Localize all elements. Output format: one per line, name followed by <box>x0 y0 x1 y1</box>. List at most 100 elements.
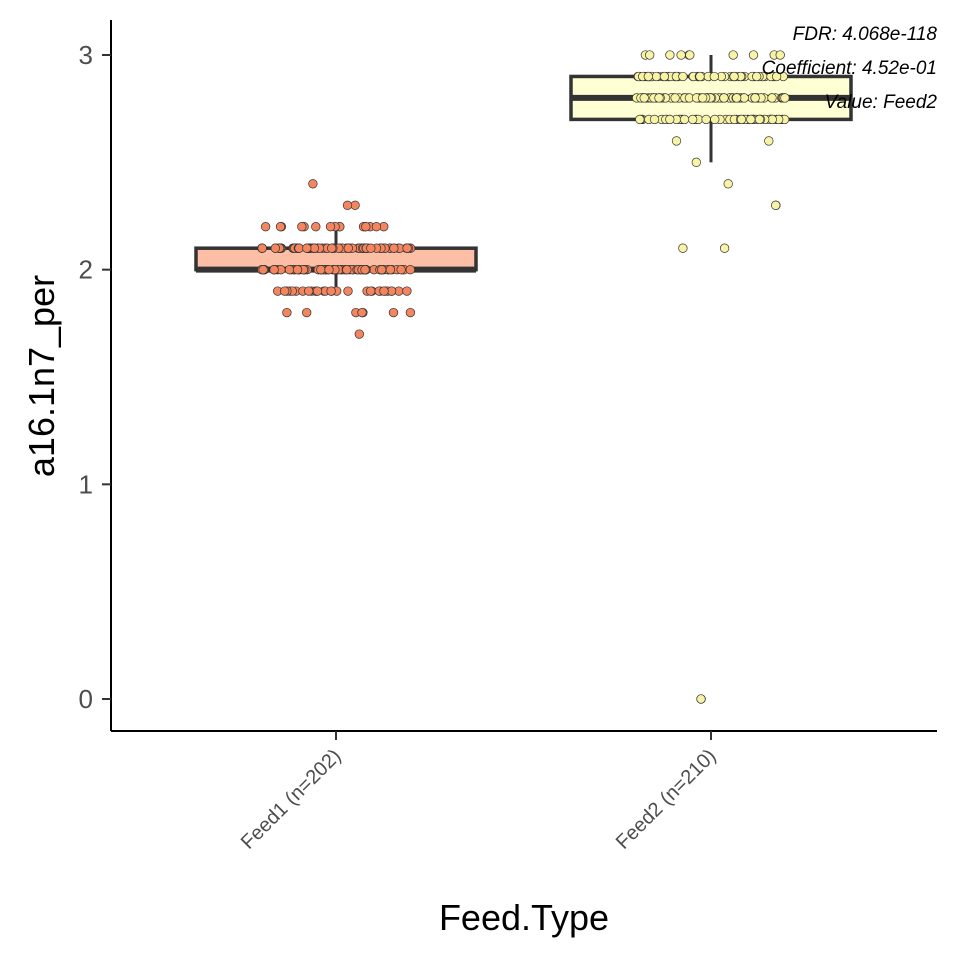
group-2-point <box>750 93 760 103</box>
group-2-point <box>639 93 649 103</box>
point-layer <box>257 50 790 704</box>
group-1-point <box>405 265 415 275</box>
group-1-point <box>343 243 353 253</box>
group-2-point <box>752 71 762 82</box>
group-2-point <box>709 71 719 82</box>
group-1-point <box>357 307 367 318</box>
group-2-point <box>748 50 759 60</box>
group-2-point <box>780 93 790 103</box>
group-1-point <box>280 286 290 296</box>
group-2-point <box>771 200 781 210</box>
group-2-point <box>649 114 660 125</box>
group-1-point <box>366 243 376 253</box>
group-1-point <box>342 200 353 210</box>
group-2-point <box>696 694 706 704</box>
group-1-point <box>260 222 271 232</box>
group-1-point <box>402 243 412 253</box>
group-1-point <box>354 329 364 339</box>
group-1-point <box>396 265 406 275</box>
group-1-point <box>377 265 387 275</box>
group-1-point <box>388 307 399 318</box>
group-1-point <box>270 243 280 253</box>
group-1-point <box>308 179 318 189</box>
group-1-point <box>342 265 352 275</box>
group-1-point <box>258 265 268 275</box>
y-tick-label: 0 <box>79 684 93 714</box>
group-1-point <box>361 222 371 232</box>
group-2-point <box>695 71 705 82</box>
group-2-point <box>678 71 688 82</box>
group-2-point <box>679 114 690 125</box>
group-2-point <box>659 71 670 82</box>
group-2-point <box>729 71 739 82</box>
group-2-point <box>710 114 720 125</box>
annotation-value: Value: Feed2 <box>825 92 938 113</box>
group-1-point <box>405 307 416 318</box>
group-1-point <box>343 286 353 296</box>
group-1-point <box>366 286 376 296</box>
group-1-point <box>269 265 279 275</box>
x-axis-title: Feed.Type <box>439 897 609 938</box>
group-1-point <box>302 307 312 318</box>
group-1-point <box>402 286 412 296</box>
x-tick-label: Feed1 (n=202) <box>237 745 346 854</box>
group-1-point <box>325 222 336 232</box>
group-1-point <box>379 286 389 296</box>
group-2-point <box>746 114 756 125</box>
group-1-point <box>389 243 399 253</box>
group-1-point <box>327 243 337 253</box>
y-axis-title: a16.1n7_per <box>21 275 62 477</box>
group-1-point <box>326 286 336 296</box>
group-2-point <box>670 93 680 103</box>
group-2-point <box>767 93 777 103</box>
box-layer <box>194 55 853 292</box>
group-1-point <box>297 222 307 232</box>
group-2-point <box>698 93 708 103</box>
y-tick-label: 3 <box>79 40 93 70</box>
group-2-point <box>754 114 765 125</box>
group-2-point <box>685 50 695 60</box>
group-2-point <box>771 71 782 82</box>
group-1-point <box>282 307 292 318</box>
group-1-point <box>360 265 370 275</box>
group-1-point <box>324 265 334 275</box>
group-1-point <box>294 243 304 253</box>
group-2-point <box>732 93 742 103</box>
annotation-fdr: FDR: 4.068e-118 <box>793 24 938 45</box>
group-2-point <box>728 50 738 60</box>
group-1-point <box>304 286 314 296</box>
group-2-point <box>736 114 747 125</box>
group-2-point <box>643 71 653 82</box>
x-tick-label: Feed2 (n=210) <box>612 745 721 854</box>
group-2-point <box>764 136 774 146</box>
group-2-point <box>719 93 729 103</box>
group-2-point <box>678 243 688 253</box>
group-2-point <box>701 114 711 125</box>
group-2-point <box>671 136 682 146</box>
group-1-point <box>311 222 321 232</box>
group-2-point <box>654 93 664 103</box>
group-2-point <box>691 157 701 167</box>
group-2-point <box>651 71 662 82</box>
group-1-point <box>257 243 267 253</box>
group-2-point <box>635 114 645 125</box>
annotation-coefficient: Coefficient: 4.52e-01 <box>762 58 937 79</box>
y-tick-label: 2 <box>79 255 93 285</box>
group-2-point <box>775 50 785 60</box>
group-1-point <box>371 222 382 232</box>
group-1-point <box>385 265 396 275</box>
group-2-point <box>665 50 675 60</box>
group-2-point <box>719 243 730 253</box>
group-1-point <box>284 265 295 275</box>
y-tick-label: 1 <box>79 469 93 499</box>
group-1-point <box>316 265 326 275</box>
group-2-point <box>645 50 655 60</box>
group-1-point <box>292 265 303 275</box>
group-2-point <box>688 114 698 125</box>
group-2-point <box>665 114 675 125</box>
group-1-point <box>302 243 312 253</box>
group-2-point <box>676 50 686 60</box>
group-2-point <box>723 179 733 189</box>
group-1-point <box>275 222 286 232</box>
